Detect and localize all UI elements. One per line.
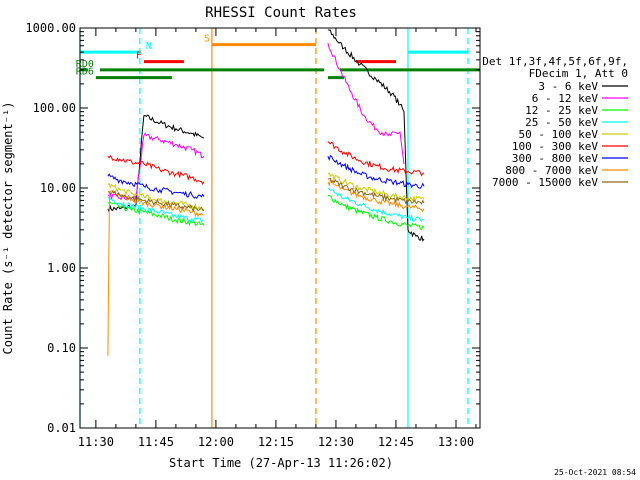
legend-entry-label: 7000 - 15000 keV xyxy=(492,176,598,189)
series-line xyxy=(107,190,205,356)
footer-date: 25-Oct-2021 08:54 xyxy=(554,468,636,477)
x-tick-label: 11:45 xyxy=(138,435,174,449)
legend-entry-label: 800 - 7000 keV xyxy=(505,164,598,177)
y-tick-label: 0.01 xyxy=(47,421,76,435)
legend-entry-label: 25 - 50 keV xyxy=(525,116,598,129)
x-tick-label: 12:30 xyxy=(318,435,354,449)
y-tick-label: 0.10 xyxy=(47,341,76,355)
series-lines xyxy=(107,29,425,356)
legend-entry-label: 300 - 800 keV xyxy=(512,152,598,165)
series-line xyxy=(327,194,425,231)
legend-entry-label: 3 - 6 keV xyxy=(538,80,598,93)
x-tick-label: 11:30 xyxy=(78,435,114,449)
plot-frame xyxy=(79,27,481,429)
series-line xyxy=(327,42,405,164)
legend-entry-label: 12 - 25 keV xyxy=(525,104,598,117)
series-line xyxy=(327,179,425,213)
flag-label: S xyxy=(204,34,210,45)
series-line xyxy=(107,190,205,213)
flag-label: N xyxy=(146,41,152,52)
y-tick-label: 10.00 xyxy=(40,181,76,195)
series-line xyxy=(327,155,425,189)
series-line xyxy=(327,187,425,222)
x-tick-label: 12:45 xyxy=(378,435,414,449)
series-line xyxy=(327,141,425,177)
series-line xyxy=(107,197,205,224)
flag-label: RD6 xyxy=(76,67,94,78)
x-axis-label: Start Time (27-Apr-13 11:26:02) xyxy=(169,456,393,470)
series-line xyxy=(107,173,205,200)
chart-title: RHESSI Count Rates xyxy=(205,5,357,21)
y-axis: 0.01 0.10 1.00 10.00 100.00 1000.00 xyxy=(25,21,480,435)
y-tick-label: 1.00 xyxy=(47,261,76,275)
y-axis-label: Count Rate (s⁻¹ detector segment⁻¹) xyxy=(1,102,15,355)
x-tick-label: 12:15 xyxy=(258,435,294,449)
legend-header: Det 1f,3f,4f,5f,6f,9f, xyxy=(482,55,628,68)
y-tick-label: 100.00 xyxy=(33,101,76,115)
y-tick-label: 1000.00 xyxy=(25,21,76,35)
series-line xyxy=(107,154,205,186)
legend-entry-label: 50 - 100 keV xyxy=(519,128,599,141)
series-line xyxy=(327,172,425,204)
flag-label: RD0 xyxy=(76,59,94,70)
series-line xyxy=(327,177,425,205)
legend-entry-label: 6 - 12 keV xyxy=(532,92,599,105)
legend-entry-label: 100 - 300 keV xyxy=(512,140,598,153)
x-axis: 11:30 11:45 12:00 12:15 12:30 12:45 13:00 xyxy=(78,28,477,449)
series-line xyxy=(327,29,425,242)
flag-label: F xyxy=(136,51,142,62)
legend: Det 1f,3f,4f,5f,6f,9f,FDecim 1, Att 03 -… xyxy=(482,55,628,189)
x-tick-label: 13:00 xyxy=(438,435,474,449)
legend-header: FDecim 1, Att 0 xyxy=(529,67,628,80)
x-tick-label: 12:00 xyxy=(198,435,234,449)
